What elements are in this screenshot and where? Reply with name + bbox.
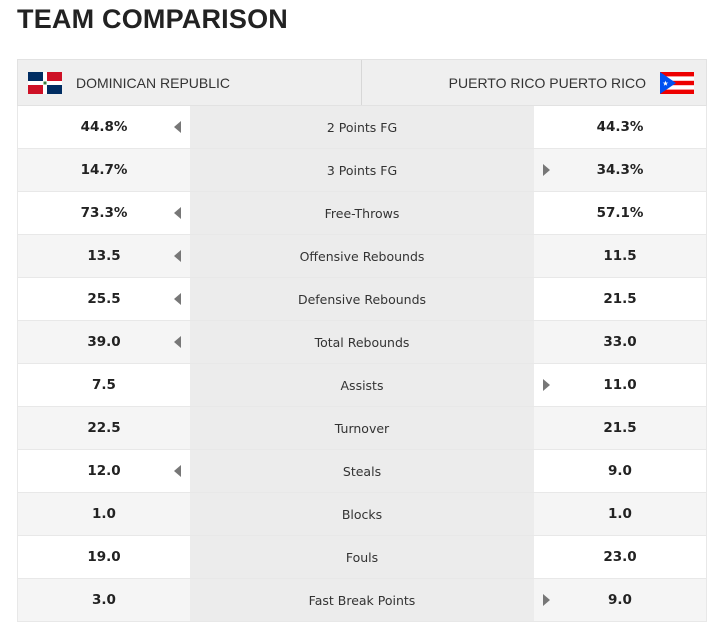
comparison-row: 19.0 Fouls 23.0 [17, 536, 707, 579]
comparison-row: 3.0 Fast Break Points 9.0 [17, 579, 707, 622]
left-team-value: 7.5 [92, 377, 116, 393]
right-team-value-cell: 21.5 [534, 407, 707, 449]
right-team-value-cell: 57.1% [534, 192, 707, 234]
right-team-value: 11.0 [603, 377, 637, 393]
caret-right-icon [543, 379, 550, 391]
stat-label: Defensive Rebounds [190, 278, 534, 320]
comparison-row: 13.5 Offensive Rebounds 11.5 [17, 235, 707, 278]
comparison-row: 73.3% Free-Throws 57.1% [17, 192, 707, 235]
right-team-value-cell: 21.5 [534, 278, 707, 320]
right-team-value-cell: 34.3% [534, 149, 707, 191]
right-team-value: 33.0 [603, 334, 637, 350]
right-team-value-cell: 9.0 [534, 579, 707, 621]
left-team-value-cell: 14.7% [17, 149, 190, 191]
left-team-value-cell: 3.0 [17, 579, 190, 621]
right-team-value-cell: 33.0 [534, 321, 707, 363]
caret-left-icon [174, 207, 181, 219]
caret-right-icon [543, 164, 550, 176]
comparison-row: 22.5 Turnover 21.5 [17, 407, 707, 450]
comparison-row: 7.5 Assists 11.0 [17, 364, 707, 407]
right-team-value-cell: 23.0 [534, 536, 707, 578]
left-team-value: 25.5 [87, 291, 121, 307]
left-team-value: 39.0 [87, 334, 121, 350]
left-team-value-cell: 7.5 [17, 364, 190, 406]
right-team-header: PUERTO RICO PUERTO RICO [362, 60, 707, 105]
stat-label: 2 Points FG [190, 106, 534, 148]
left-team-name: DOMINICAN REPUBLIC [76, 74, 231, 91]
left-team-value-cell: 73.3% [17, 192, 190, 234]
left-team-value-cell: 19.0 [17, 536, 190, 578]
left-team-value-cell: 13.5 [17, 235, 190, 277]
comparison-header: DOMINICAN REPUBLIC PUERTO RICO PUERTO RI… [17, 59, 707, 106]
caret-right-icon [543, 594, 550, 606]
right-team-value-cell: 1.0 [534, 493, 707, 535]
stat-label: Free-Throws [190, 192, 534, 234]
stat-label: 3 Points FG [190, 149, 534, 191]
comparison-rows: 44.8% 2 Points FG 44.3% 14.7% 3 Points FG 34.… [17, 106, 707, 622]
left-team-value-cell: 25.5 [17, 278, 190, 320]
right-team-value: 21.5 [603, 420, 637, 436]
stat-label: Turnover [190, 407, 534, 449]
caret-left-icon [174, 336, 181, 348]
stat-label: Assists [190, 364, 534, 406]
comparison-row: 39.0 Total Rebounds 33.0 [17, 321, 707, 364]
left-team-value: 3.0 [92, 592, 116, 608]
comparison-row: 1.0 Blocks 1.0 [17, 493, 707, 536]
right-team-value: 21.5 [603, 291, 637, 307]
left-team-value: 13.5 [87, 248, 121, 264]
team-comparison-table: DOMINICAN REPUBLIC PUERTO RICO PUERTO RI… [17, 59, 707, 622]
caret-left-icon [174, 293, 181, 305]
left-team-value-cell: 44.8% [17, 106, 190, 148]
right-team-name: PUERTO RICO PUERTO RICO [448, 74, 646, 91]
left-team-value: 22.5 [87, 420, 121, 436]
left-team-value: 14.7% [80, 162, 128, 178]
caret-left-icon [174, 250, 181, 262]
stat-label: Steals [190, 450, 534, 492]
right-team-value: 57.1% [596, 205, 644, 221]
comparison-row: 44.8% 2 Points FG 44.3% [17, 106, 707, 149]
right-team-value: 44.3% [596, 119, 644, 135]
left-team-value-cell: 22.5 [17, 407, 190, 449]
left-team-value-cell: 1.0 [17, 493, 190, 535]
stat-label: Fouls [190, 536, 534, 578]
caret-left-icon [174, 121, 181, 133]
left-team-value-cell: 12.0 [17, 450, 190, 492]
right-team-value-cell: 44.3% [534, 106, 707, 148]
right-team-value: 11.5 [603, 248, 637, 264]
left-team-value-cell: 39.0 [17, 321, 190, 363]
left-team-value: 44.8% [80, 119, 128, 135]
stat-label: Fast Break Points [190, 579, 534, 621]
left-team-value: 1.0 [92, 506, 116, 522]
right-team-value: 23.0 [603, 549, 637, 565]
stat-label: Blocks [190, 493, 534, 535]
puerto-rico-flag-icon [660, 71, 694, 94]
left-team-header: DOMINICAN REPUBLIC [18, 60, 362, 105]
right-team-value-cell: 11.0 [534, 364, 707, 406]
right-team-value: 9.0 [608, 463, 632, 479]
page-title: TEAM COMPARISON [17, 4, 288, 34]
dominican-republic-flag-icon [28, 71, 62, 94]
stat-label: Offensive Rebounds [190, 235, 534, 277]
right-team-value: 34.3% [596, 162, 644, 178]
comparison-row: 12.0 Steals 9.0 [17, 450, 707, 493]
right-team-value: 1.0 [608, 506, 632, 522]
left-team-value: 19.0 [87, 549, 121, 565]
left-team-value: 73.3% [80, 205, 128, 221]
left-team-value: 12.0 [87, 463, 121, 479]
right-team-value-cell: 9.0 [534, 450, 707, 492]
right-team-value: 9.0 [608, 592, 632, 608]
caret-left-icon [174, 465, 181, 477]
right-team-value-cell: 11.5 [534, 235, 707, 277]
comparison-row: 14.7% 3 Points FG 34.3% [17, 149, 707, 192]
comparison-row: 25.5 Defensive Rebounds 21.5 [17, 278, 707, 321]
stat-label: Total Rebounds [190, 321, 534, 363]
